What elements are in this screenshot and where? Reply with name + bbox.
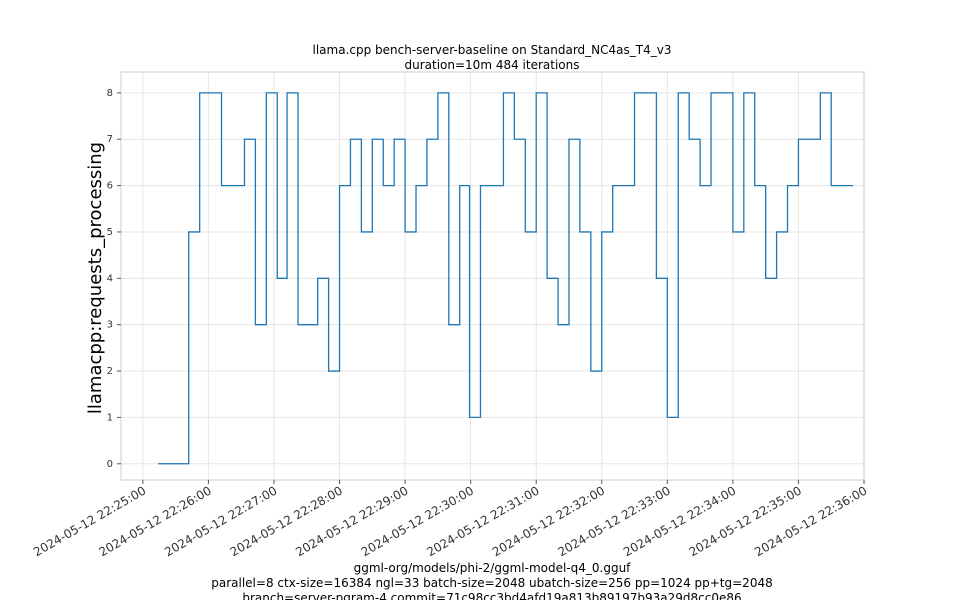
x-tick-label: 2024-05-12 22:31:00: [424, 483, 541, 559]
y-tick-label: 2: [107, 366, 113, 377]
y-tick-label: 5: [107, 227, 113, 238]
chart-subtitle: duration=10m 484 iterations: [405, 58, 580, 72]
x-tick-label: 2024-05-12 22:26:00: [97, 483, 214, 559]
x-tick-label: 2024-05-12 22:27:00: [162, 483, 279, 559]
series-line: [158, 92, 854, 465]
x-tick-label: 2024-05-12 22:36:00: [752, 483, 869, 559]
x-axis-label-line-3: branch=server-pgram-4 commit=71c98cc3bd4…: [242, 591, 741, 600]
y-axis-label: llamacpp:requests_processing: [85, 142, 106, 414]
y-tick-label: 1: [107, 412, 113, 423]
y-axis: 0 1 2 3 4 5 6 7 8: [107, 88, 121, 470]
y-tick-label: 4: [107, 273, 113, 284]
x-tick-label: 2024-05-12 22:30:00: [359, 483, 476, 559]
y-tick-label: 6: [107, 181, 113, 192]
y-tick-label: 7: [107, 134, 113, 145]
x-axis-label-line-2: parallel=8 ctx-size=16384 ngl=33 batch-s…: [211, 576, 772, 590]
gridlines: [121, 72, 865, 480]
x-tick-label: 2024-05-12 22:29:00: [293, 483, 410, 559]
x-tick-label: 2024-05-12 22:33:00: [555, 483, 672, 559]
chart-title: llama.cpp bench-server-baseline on Stand…: [313, 43, 672, 57]
x-tick-label: 2024-05-12 22:25:00: [31, 483, 148, 559]
y-tick-label: 0: [107, 459, 113, 470]
y-tick-label: 3: [107, 320, 113, 331]
x-axis-label-line-1: ggml-org/models/phi-2/ggml-model-q4_0.gg…: [354, 561, 632, 575]
x-tick-label: 2024-05-12 22:35:00: [687, 483, 804, 559]
x-tick-label: 2024-05-12 22:34:00: [621, 483, 738, 559]
plot-area: [120, 71, 865, 481]
x-tick-label: 2024-05-12 22:28:00: [228, 483, 345, 559]
x-tick-label: 2024-05-12 22:32:00: [490, 483, 607, 559]
y-tick-label: 8: [107, 88, 113, 99]
